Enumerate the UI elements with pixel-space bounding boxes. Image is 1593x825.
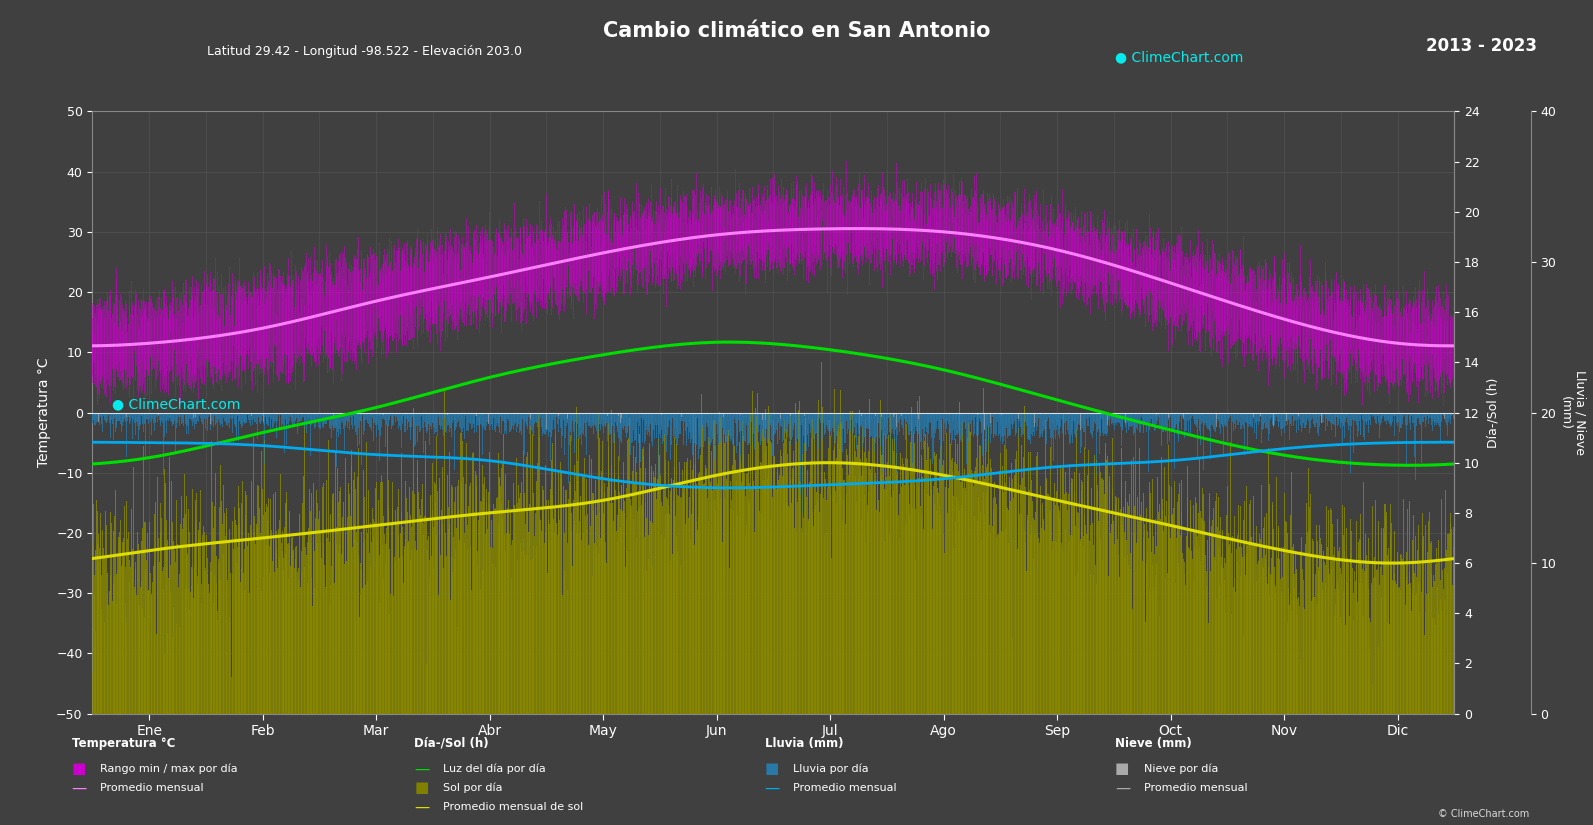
Text: Promedio mensual: Promedio mensual bbox=[1144, 783, 1247, 793]
Text: ● ClimeChart.com: ● ClimeChart.com bbox=[1115, 51, 1244, 64]
Text: Cambio climático en San Antonio: Cambio climático en San Antonio bbox=[602, 21, 991, 40]
Text: ● ClimeChart.com: ● ClimeChart.com bbox=[112, 398, 241, 411]
Text: —: — bbox=[1115, 780, 1131, 795]
Text: ■: ■ bbox=[1115, 761, 1129, 776]
Text: Latitud 29.42 - Longitud -98.522 - Elevación 203.0: Latitud 29.42 - Longitud -98.522 - Eleva… bbox=[207, 45, 523, 59]
Text: Lluvia por día: Lluvia por día bbox=[793, 764, 868, 774]
Y-axis label: Día-/Sol (h): Día-/Sol (h) bbox=[1486, 377, 1501, 448]
Text: © ClimeChart.com: © ClimeChart.com bbox=[1438, 808, 1529, 818]
Text: ■: ■ bbox=[72, 761, 86, 776]
Text: Nieve (mm): Nieve (mm) bbox=[1115, 737, 1192, 750]
Text: Promedio mensual de sol: Promedio mensual de sol bbox=[443, 802, 583, 812]
Y-axis label: Temperatura °C: Temperatura °C bbox=[37, 358, 51, 467]
Text: —: — bbox=[414, 799, 430, 814]
Text: —: — bbox=[765, 780, 781, 795]
Text: Lluvia (mm): Lluvia (mm) bbox=[765, 737, 843, 750]
Text: ■: ■ bbox=[765, 761, 779, 776]
Text: Promedio mensual: Promedio mensual bbox=[793, 783, 897, 793]
Text: Luz del día por día: Luz del día por día bbox=[443, 764, 546, 774]
Text: —: — bbox=[414, 761, 430, 776]
Text: Nieve por día: Nieve por día bbox=[1144, 764, 1219, 774]
Text: Temperatura °C: Temperatura °C bbox=[72, 737, 175, 750]
Text: ■: ■ bbox=[414, 780, 429, 795]
Text: 2013 - 2023: 2013 - 2023 bbox=[1426, 37, 1537, 55]
Text: Promedio mensual: Promedio mensual bbox=[100, 783, 204, 793]
Text: Sol por día: Sol por día bbox=[443, 783, 502, 793]
Text: Día-/Sol (h): Día-/Sol (h) bbox=[414, 737, 489, 750]
Y-axis label: Lluvia / Nieve
(mm): Lluvia / Nieve (mm) bbox=[1560, 370, 1587, 455]
Text: —: — bbox=[72, 780, 88, 795]
Text: Rango min / max por día: Rango min / max por día bbox=[100, 764, 237, 774]
